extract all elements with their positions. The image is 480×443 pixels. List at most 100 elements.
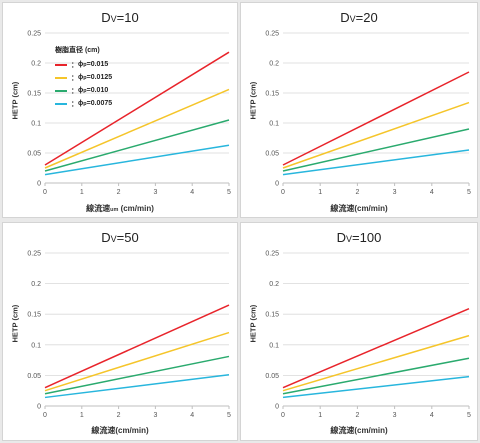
chart-panel-dv50: 0 0.05 0.1 0.15 0.2 0.25 0 1 2 3 4 5 DV=50 HETP (cm… bbox=[2, 222, 238, 441]
x-tick-label: 3 bbox=[393, 189, 397, 196]
x-axis-label: 線流速um (cm/min) bbox=[3, 203, 237, 214]
x-tick-label: 0 bbox=[43, 189, 47, 196]
x-axis-label: 線流速(cm/min) bbox=[3, 425, 237, 436]
legend-item: ： ϕ p =0.0125 bbox=[55, 71, 112, 84]
x-tick-label: 1 bbox=[318, 189, 322, 196]
chart-title: DV=20 bbox=[241, 10, 477, 25]
plot-svg: 0 0.05 0.1 0.15 0.2 0.25 0 1 2 3 4 5 bbox=[265, 31, 471, 197]
y-tick-label: 0.05 bbox=[265, 151, 279, 158]
legend-prefix: ： bbox=[71, 100, 78, 108]
legend-swatch bbox=[55, 89, 67, 92]
y-axis-label: HETP (cm) bbox=[248, 304, 258, 343]
chart-panel-dv20: 0 0.05 0.1 0.15 0.2 0.25 0 1 2 3 4 5 DV=20 HETP (cm… bbox=[240, 2, 478, 218]
legend-swatch bbox=[55, 63, 67, 66]
legend-phi: ϕ bbox=[78, 61, 84, 68]
legend-value: =0.0125 bbox=[86, 74, 113, 81]
y-tick-label: 0.05 bbox=[265, 373, 279, 380]
y-tick-label: 0.1 bbox=[269, 342, 279, 349]
y-tick-label: 0.2 bbox=[269, 61, 279, 68]
series-line-1 bbox=[44, 51, 230, 166]
series-line-1 bbox=[282, 308, 470, 389]
y-tick-label: 0.1 bbox=[31, 342, 41, 349]
series-line-3 bbox=[44, 119, 230, 172]
title-main: D bbox=[340, 10, 350, 25]
series-line-4 bbox=[282, 375, 470, 399]
y-tick-label: 0.25 bbox=[27, 31, 41, 38]
plot-svg: 0 0.05 0.1 0.15 0.2 0.25 0 1 2 3 4 5 bbox=[27, 31, 231, 197]
title-sub: V bbox=[110, 234, 117, 244]
legend-sub: p bbox=[83, 87, 87, 94]
x-tick-label: 3 bbox=[153, 412, 157, 419]
legend-item: ： ϕ p =0.015 bbox=[55, 58, 112, 71]
series-line-1 bbox=[44, 304, 230, 389]
legend-title: 樹脂直径 (cm) bbox=[55, 47, 100, 54]
legend-sub: p bbox=[83, 74, 87, 81]
chart-title: DV=10 bbox=[3, 10, 237, 25]
xlabel-main: 線流速 bbox=[330, 204, 355, 213]
xlabel-unit: (cm/min) bbox=[354, 426, 388, 435]
series-line-1 bbox=[282, 71, 470, 166]
xlabel-main: 線流速 bbox=[91, 426, 116, 435]
series-line-4 bbox=[44, 374, 230, 399]
plot-svg: 0 0.05 0.1 0.15 0.2 0.25 0 1 2 3 4 5 bbox=[265, 251, 471, 420]
legend-item: ： ϕ p =0.010 bbox=[55, 84, 112, 97]
chart-title: DV=100 bbox=[241, 230, 477, 245]
chart-title: DV=50 bbox=[3, 230, 237, 245]
y-tick-label: 0.2 bbox=[269, 281, 279, 288]
title-value: =20 bbox=[355, 10, 378, 25]
legend-value: =0.015 bbox=[86, 61, 109, 68]
legend-swatch bbox=[55, 76, 67, 79]
legend-value: =0.010 bbox=[86, 87, 109, 94]
y-tick-label: 0 bbox=[37, 181, 41, 188]
xlabel-unit: (cm/min) bbox=[118, 204, 154, 213]
chart-panel-dv100: 0 0.05 0.1 0.15 0.2 0.25 0 1 2 3 4 5 DV=100 HETP (c… bbox=[240, 222, 478, 441]
y-axis-label: HETP (cm) bbox=[10, 304, 20, 343]
x-tick-label: 5 bbox=[227, 189, 231, 196]
legend-prefix: ： bbox=[71, 61, 78, 69]
x-tick-label: 2 bbox=[117, 189, 121, 196]
x-tick-label: 4 bbox=[430, 189, 434, 196]
y-axis-label: HETP (cm) bbox=[248, 81, 258, 120]
y-tick-label: 0.1 bbox=[269, 121, 279, 128]
series-line-2 bbox=[44, 88, 230, 169]
legend: 樹脂直径 (cm) ： ϕ p =0.015 ： ϕ p =0.0125 ： ϕ p =0.010… bbox=[55, 45, 112, 110]
series-line-2 bbox=[282, 101, 470, 169]
title-sub: V bbox=[349, 14, 356, 24]
title-value: =10 bbox=[116, 10, 139, 25]
x-tick-label: 2 bbox=[355, 189, 359, 196]
y-tick-label: 0.05 bbox=[27, 373, 41, 380]
series-line-2 bbox=[282, 334, 470, 392]
xlabel-unit: (cm/min) bbox=[115, 426, 149, 435]
title-sub: V bbox=[346, 234, 353, 244]
series-line-3 bbox=[282, 128, 470, 172]
legend-phi: ϕ bbox=[78, 87, 84, 94]
series-line-2 bbox=[44, 331, 230, 392]
title-main: D bbox=[101, 10, 111, 25]
y-tick-label: 0.15 bbox=[27, 312, 41, 319]
x-tick-label: 0 bbox=[43, 412, 47, 419]
y-tick-label: 0.15 bbox=[27, 91, 41, 98]
x-tick-label: 2 bbox=[355, 412, 359, 419]
x-tick-label: 1 bbox=[80, 412, 84, 419]
x-tick-label: 3 bbox=[393, 412, 397, 419]
x-axis-label: 線流速(cm/min) bbox=[241, 425, 477, 436]
y-tick-label: 0.25 bbox=[265, 31, 279, 38]
x-tick-label: 0 bbox=[281, 412, 285, 419]
x-tick-label: 3 bbox=[153, 189, 157, 196]
y-tick-label: 0 bbox=[275, 181, 279, 188]
y-tick-label: 0 bbox=[275, 404, 279, 411]
title-value: =50 bbox=[116, 230, 139, 245]
legend-sub: p bbox=[83, 61, 87, 68]
y-tick-label: 0.15 bbox=[265, 91, 279, 98]
chart-panel-dv10: 0 0.05 0.1 0.15 0.2 0.25 0 1 2 3 4 5 DV=10 HETP (cm… bbox=[2, 2, 238, 218]
x-tick-label: 5 bbox=[467, 412, 471, 419]
y-tick-label: 0.25 bbox=[27, 251, 41, 258]
y-tick-label: 0 bbox=[37, 404, 41, 411]
xlabel-sub: um bbox=[110, 207, 119, 213]
legend-prefix: ： bbox=[71, 74, 78, 82]
series-line-4 bbox=[44, 144, 230, 176]
y-tick-label: 0.1 bbox=[31, 121, 41, 128]
title-sub: V bbox=[110, 14, 117, 24]
y-tick-label: 0.15 bbox=[265, 312, 279, 319]
x-tick-label: 0 bbox=[281, 189, 285, 196]
